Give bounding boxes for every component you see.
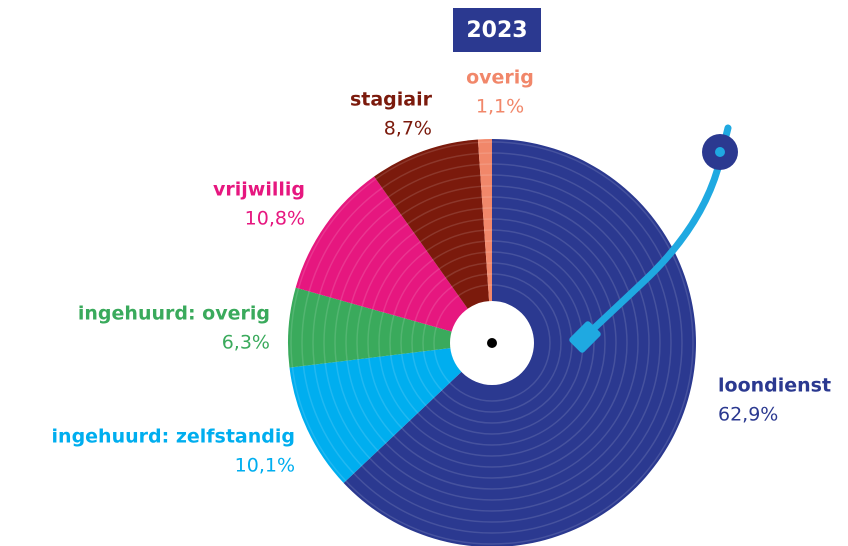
tone-arm bbox=[569, 124, 738, 353]
slice bbox=[295, 176, 492, 343]
record-decoration bbox=[290, 141, 694, 545]
arm bbox=[586, 124, 732, 336]
groove bbox=[433, 284, 551, 402]
groove bbox=[312, 163, 672, 523]
slice-name: vrijwillig bbox=[213, 179, 305, 201]
slice bbox=[477, 139, 492, 343]
slice bbox=[374, 139, 492, 343]
spindle bbox=[487, 338, 497, 348]
arm-head bbox=[569, 321, 601, 353]
value-label: 8,7% bbox=[384, 118, 432, 140]
groove bbox=[301, 152, 683, 534]
value-label: 1,1% bbox=[476, 96, 524, 118]
labels: loondienst 62,9% ingehuurd: zelfstandig 10,… bbox=[52, 67, 832, 477]
slice-name: ingehuurd: zelfstandig bbox=[52, 426, 295, 448]
groove bbox=[378, 229, 606, 457]
groove bbox=[290, 141, 694, 545]
slice-name: overig bbox=[466, 67, 534, 89]
value-label: 10,1% bbox=[235, 455, 295, 477]
groove bbox=[389, 240, 595, 446]
groove bbox=[334, 185, 650, 501]
slice bbox=[287, 287, 492, 368]
slice bbox=[289, 343, 492, 483]
groove bbox=[367, 218, 617, 468]
slice-name: loondienst bbox=[718, 375, 831, 397]
slice-name: ingehuurd: overig bbox=[78, 303, 270, 325]
groove bbox=[422, 273, 562, 413]
value-label: 10,8% bbox=[245, 208, 305, 230]
slice-name: stagiair bbox=[350, 89, 433, 111]
arm-pivot bbox=[715, 147, 725, 157]
groove bbox=[323, 174, 661, 512]
chart-title: 2023 bbox=[466, 18, 527, 43]
value-label: 62,9% bbox=[718, 404, 778, 426]
groove bbox=[345, 196, 639, 490]
title-box bbox=[453, 8, 541, 52]
value-label: 6,3% bbox=[222, 332, 270, 354]
groove bbox=[356, 207, 628, 479]
